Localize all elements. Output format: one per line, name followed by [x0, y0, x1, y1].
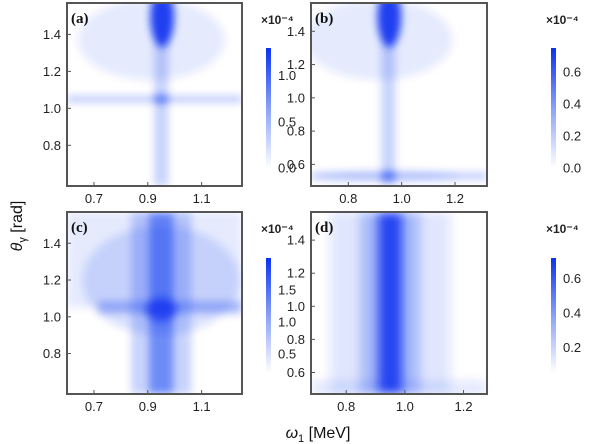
colorbar-tick-label: 0.0 [278, 161, 296, 176]
heatmap-peak [145, 297, 178, 322]
heatmap-edge-band [311, 381, 487, 394]
colorbar-tick-label: 0.5 [278, 346, 296, 361]
y-tick-label: 0.6 [287, 157, 305, 172]
heatmap-ridge-vertical [381, 3, 396, 186]
y-tick-label: 0.8 [43, 346, 61, 361]
y-axis-symbol: θ [9, 242, 26, 251]
colorbar-exponent: ×10⁻⁴ [261, 222, 294, 236]
panel-label: (b) [315, 11, 333, 27]
x-tick-label: 1.2 [454, 399, 472, 414]
y-tick-label: 1.4 [287, 233, 305, 248]
heatmap-crossing [153, 94, 170, 105]
panel-label: (a) [71, 11, 89, 27]
x-tick-label: 1.1 [193, 191, 211, 206]
y-tick-label: 0.8 [287, 332, 305, 347]
x-tick-label: 1.1 [193, 399, 211, 414]
x-tick-label: 0.9 [139, 191, 157, 206]
x-tick-label: 0.7 [85, 191, 103, 206]
y-tick-label: 1.4 [287, 24, 305, 39]
y-tick-label: 0.8 [43, 138, 61, 153]
colorbar-tick-label: 0.2 [563, 340, 581, 355]
y-axis-unit: [rad] [9, 201, 26, 237]
y-tick-label: 1.2 [43, 64, 61, 79]
colorbar-tick-label: 0.0 [563, 161, 581, 176]
colorbar-exponent: ×10⁻⁴ [261, 13, 294, 27]
colorbar-tick-label: 0.6 [563, 65, 581, 80]
plot-frame [310, 211, 488, 395]
colorbar-tick-label: 0.6 [563, 271, 581, 286]
x-axis-symbol: ω [286, 425, 298, 442]
colorbar-tick-label: 0.4 [563, 305, 581, 320]
colorbar-tick-label: 0.4 [563, 97, 581, 112]
colorbar-exponent: ×10⁻⁴ [546, 13, 579, 27]
y-tick-label: 1.2 [287, 57, 305, 72]
x-tick-label: 1.0 [396, 399, 414, 414]
colorbar [266, 258, 271, 373]
heatmap-peak [150, 3, 175, 47]
x-tick-label: 1.2 [446, 191, 464, 206]
colorbar-tick-label: 0.2 [563, 129, 581, 144]
y-axis-subscript: γ [17, 237, 29, 243]
x-tick-label: 0.8 [339, 191, 357, 206]
plot-frame [66, 2, 243, 187]
x-axis-subscript: 1 [298, 433, 304, 444]
panel-label: (c) [71, 220, 88, 236]
colorbar-tick-label: 1.0 [278, 68, 296, 83]
x-tick-label: 0.7 [85, 399, 103, 414]
colorbar [266, 48, 271, 168]
colorbar-exponent: ×10⁻⁴ [546, 222, 579, 236]
panel-label: (d) [315, 220, 333, 236]
x-tick-label: 0.8 [337, 399, 355, 414]
y-tick-label: 1.4 [43, 236, 61, 251]
y-tick-label: 1.0 [43, 101, 61, 116]
colorbar-tick-label: 1.5 [278, 282, 296, 297]
y-tick-label: 1.0 [43, 309, 61, 324]
y-tick-label: 1.0 [287, 90, 305, 105]
colorbar [551, 258, 556, 373]
y-axis-label: θγ [rad] [9, 201, 29, 252]
colorbar-tick-label: 1.0 [278, 314, 296, 329]
heatmap-lower-glow [317, 170, 459, 183]
y-tick-label: 0.8 [287, 124, 305, 139]
heatmap-ridge-vertical [378, 212, 403, 394]
y-tick-label: 1.0 [287, 299, 305, 314]
heatmap-panel-1: 0.7 0.9 1.1 0.8 1.0 1.2 1.4 (a) 0.0 0.5 1.0 ×10⁻⁴ [43, 2, 296, 206]
x-tick-label: 0.9 [139, 399, 157, 414]
y-tick-label: 0.6 [287, 365, 305, 380]
colorbar-tick-label: 0.5 [278, 114, 296, 129]
x-tick-label: 1.0 [393, 191, 411, 206]
y-tick-label: 1.4 [43, 27, 61, 42]
x-axis-label: ω1 [MeV] [286, 425, 351, 444]
heatmap-panel-3: 0.7 0.9 1.1 0.8 1.0 1.2 1.4 (c) 0.5 1.0 1.5 ×10⁻⁴ [43, 211, 296, 414]
plot-frame [310, 2, 488, 187]
heatmap-panel-4: 0.8 1.0 1.2 0.6 0.8 1.0 1.2 1.4 (d) 0.2 0.4 0.6 ×10⁻… [287, 211, 581, 414]
colorbar [551, 48, 556, 168]
heatmap-panel-2: 0.8 1.0 1.2 0.6 0.8 1.0 1.2 1.4 (b) 0.0 0.2 0.4 0.6 ×… [287, 2, 581, 206]
y-tick-label: 1.2 [43, 273, 61, 288]
x-axis-unit: [MeV] [304, 425, 350, 442]
y-tick-label: 1.2 [287, 266, 305, 281]
heatmap-peak [377, 3, 402, 47]
heatmap-diffuse-region [77, 3, 225, 80]
plot-frame [66, 211, 243, 395]
